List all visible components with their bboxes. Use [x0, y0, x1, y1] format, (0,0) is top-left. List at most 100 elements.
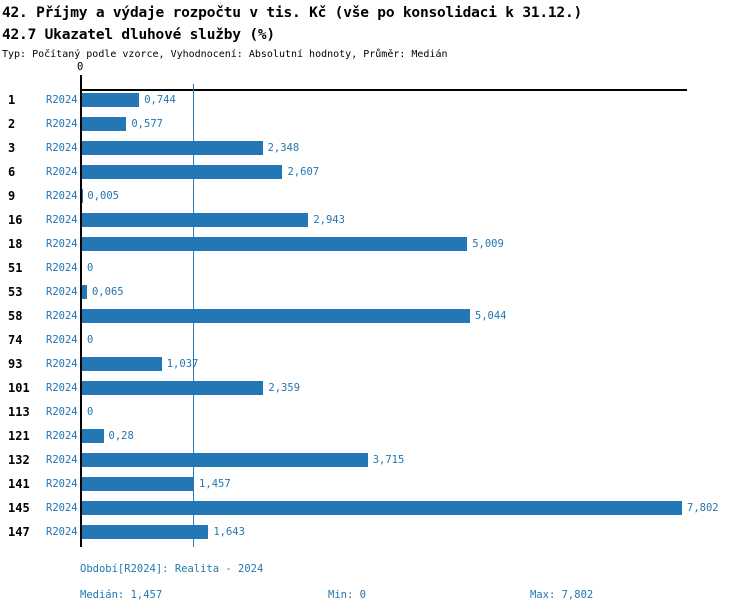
bar-value-label: 0	[87, 406, 94, 418]
row-category-label: 101	[8, 381, 30, 395]
row-category-label: 18	[8, 237, 23, 251]
footer-period-label: Období[R2024]: Realita - 2024	[80, 563, 264, 575]
row-category-label: 53	[8, 285, 23, 299]
bar	[82, 285, 87, 299]
bar-value-label: 2,348	[267, 142, 300, 154]
row-series-label: R2024	[46, 238, 78, 250]
row-series-label: R2024	[46, 454, 78, 466]
row-category-label: 74	[8, 333, 23, 347]
bar	[82, 93, 140, 107]
row-series-label: R2024	[46, 262, 78, 274]
row-series-label: R2024	[46, 358, 78, 370]
bar-row: 53 R2024 0,065	[0, 280, 750, 304]
row-category-label: 113	[8, 405, 30, 419]
row-category-label: 51	[8, 261, 23, 275]
bar	[82, 237, 468, 251]
row-category-label: 9	[8, 189, 16, 203]
row-series-label: R2024	[46, 214, 78, 226]
bars-area: 1 R2024 0,744 2 R2024 0,577 3 R2024 2,348 6 R2024 2…	[0, 88, 750, 546]
row-category-label: 16	[8, 213, 23, 227]
row-series-label: R2024	[46, 526, 78, 538]
bar	[82, 117, 127, 131]
row-series-label: R2024	[46, 406, 78, 418]
bar-row: 2 R2024 0,577	[0, 112, 750, 136]
bar-row: 101 R2024 2,359	[0, 376, 750, 400]
bar-value-label: 2,943	[313, 214, 345, 226]
bar-row: 147 R2024 1,643	[0, 520, 750, 544]
bar-value-label: 1,037	[166, 358, 199, 370]
bar-row: 58 R2024 5,044	[0, 304, 750, 328]
row-series-label: R2024	[46, 430, 78, 442]
row-series-label: R2024	[46, 286, 78, 298]
chart-subtitle: 42.7 Ukazatel dluhové služby (%)	[2, 27, 275, 43]
bar	[82, 453, 368, 467]
bar-value-label: 0,065	[91, 286, 124, 298]
bar-row: 51 R2024 0	[0, 256, 750, 280]
row-category-label: 1	[8, 93, 16, 107]
bar-value-label: 0,744	[144, 94, 176, 106]
chart-meta-line: Typ: Počítaný podle vzorce, Vyhodnocení:…	[2, 49, 448, 60]
bar-row: 1 R2024 0,744	[0, 88, 750, 112]
footer-max-label: Max: 7,802	[530, 589, 594, 601]
chart-title: 42. Příjmy a výdaje rozpočtu v tis. Kč (…	[2, 5, 583, 21]
bar-value-label: 5,009	[472, 238, 504, 250]
row-category-label: 145	[8, 501, 30, 515]
row-series-label: R2024	[46, 166, 78, 178]
bar-value-label: 0,28	[108, 430, 134, 442]
bar-row: 16 R2024 2,943	[0, 208, 750, 232]
bar-value-label: 0,577	[131, 118, 163, 130]
bar	[82, 525, 209, 539]
bar-value-label: 0	[87, 262, 94, 274]
row-category-label: 141	[8, 477, 30, 491]
row-series-label: R2024	[46, 382, 78, 394]
bar	[82, 213, 309, 227]
row-series-label: R2024	[46, 310, 78, 322]
footer-min-label: Min: 0	[328, 589, 366, 601]
bar-value-label: 0,005	[87, 190, 119, 202]
row-series-label: R2024	[46, 334, 78, 346]
bar-value-label: 7,802	[687, 502, 719, 514]
row-category-label: 3	[8, 141, 16, 155]
bar-value-label: 1,457	[199, 478, 231, 490]
row-category-label: 93	[8, 357, 23, 371]
row-series-label: R2024	[46, 94, 78, 106]
row-series-label: R2024	[46, 502, 78, 514]
bar	[82, 501, 682, 515]
row-category-label: 132	[8, 453, 30, 467]
bar-row: 9 R2024 0,005	[0, 184, 750, 208]
row-category-label: 58	[8, 309, 23, 323]
bar-row: 145 R2024 7,802	[0, 496, 750, 520]
bar-row: 132 R2024 3,715	[0, 448, 750, 472]
bar-row: 121 R2024 0,28	[0, 424, 750, 448]
row-category-label: 2	[8, 117, 16, 131]
bar-value-label: 2,607	[287, 166, 320, 178]
bar-value-label: 1,643	[213, 526, 245, 538]
bar	[82, 381, 264, 395]
bar	[82, 429, 104, 443]
bar-value-label: 2,359	[268, 382, 301, 394]
row-category-label: 121	[8, 429, 30, 443]
bar	[82, 165, 283, 179]
row-series-label: R2024	[46, 478, 78, 490]
bar-row: 93 R2024 1,037	[0, 352, 750, 376]
footer-median-label: Medián: 1,457	[80, 589, 163, 601]
x-axis-line	[81, 89, 687, 91]
row-series-label: R2024	[46, 118, 78, 130]
bar-value-label: 5,044	[474, 310, 507, 322]
row-category-label: 6	[8, 165, 16, 179]
row-series-label: R2024	[46, 142, 78, 154]
bar	[82, 141, 263, 155]
bar	[82, 309, 470, 323]
bar-row: 18 R2024 5,009	[0, 232, 750, 256]
bar-row: 74 R2024 0	[0, 328, 750, 352]
bar-row: 6 R2024 2,607	[0, 160, 750, 184]
bar	[82, 477, 195, 491]
row-category-label: 147	[8, 525, 30, 539]
y-axis-line	[80, 75, 82, 547]
bar-value-label: 0	[87, 334, 94, 346]
bar-row: 3 R2024 2,348	[0, 136, 750, 160]
x-axis-zero-tick-label: 0	[77, 61, 84, 73]
bar-row: 113 R2024 0	[0, 400, 750, 424]
bar-value-label: 3,715	[372, 454, 405, 466]
